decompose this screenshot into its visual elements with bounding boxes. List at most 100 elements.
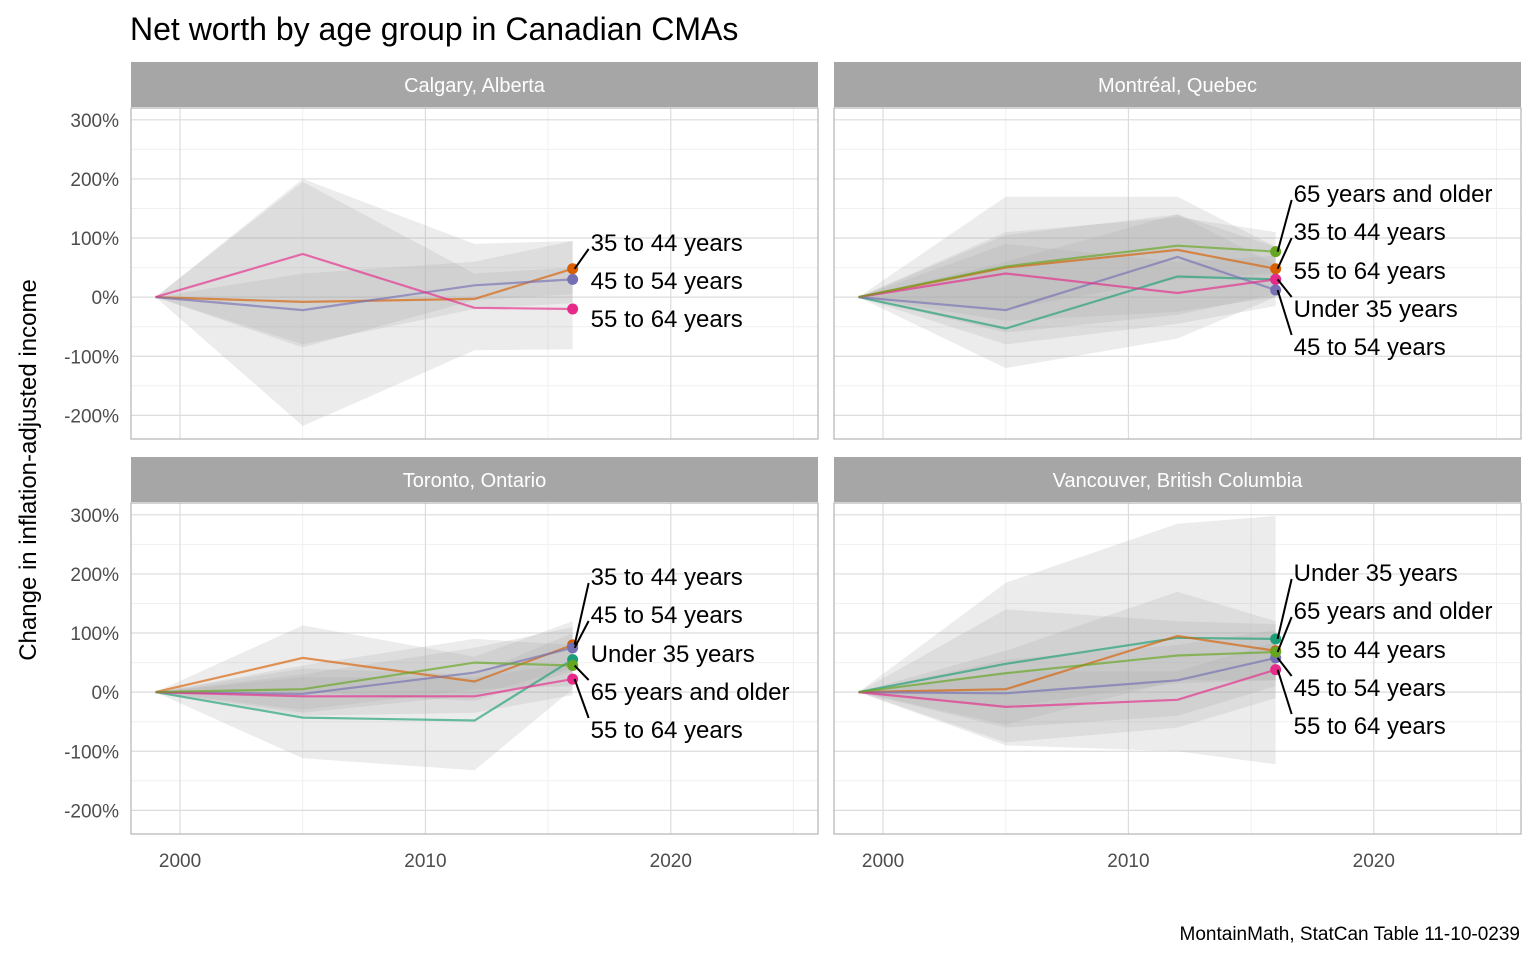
series-label: 65 years and older [1294, 181, 1493, 208]
label-leader [1276, 616, 1293, 653]
panel-background [834, 503, 1521, 834]
label-leader [1276, 278, 1293, 298]
line-65-years-and-older [858, 244, 1276, 299]
y-axis-label: Change in inflation-adjusted income [15, 279, 42, 661]
series-label: 55 to 64 years [1294, 258, 1446, 285]
panel-border [130, 502, 819, 835]
band-55-to-64-years [155, 662, 573, 716]
band-35-to-44-years [155, 241, 573, 345]
series-label: 45 to 54 years [1294, 675, 1446, 702]
y-tick-label: 100% [70, 624, 119, 645]
series-label: 65 years and older [591, 679, 790, 706]
band-under-35-years [155, 633, 573, 771]
line-65-years-and-older [155, 661, 573, 694]
panel-strip-label: Calgary, Alberta [404, 75, 546, 97]
series-label: 55 to 64 years [591, 306, 743, 333]
panel-background [834, 108, 1521, 439]
y-tick-label: 200% [70, 170, 119, 191]
series-label: 45 to 54 years [1294, 334, 1446, 361]
y-tick-label: 100% [70, 229, 119, 250]
label-leader [573, 620, 590, 649]
line-under-35-years [155, 658, 574, 722]
band-55-to-64-years [858, 641, 1276, 743]
label-leader [573, 248, 590, 270]
series-label: 35 to 44 years [1294, 637, 1446, 664]
line-45-to-54-years [155, 646, 573, 696]
y-tick-label: -200% [64, 406, 119, 427]
point-65-years-and-older [567, 660, 579, 672]
x-tick-label: 2000 [862, 851, 904, 872]
point-55-to-64-years [1270, 273, 1282, 285]
label-leader [573, 582, 590, 646]
band-35-to-44-years [858, 196, 1276, 333]
panel-background [131, 108, 818, 439]
series-label: 35 to 44 years [1294, 219, 1446, 246]
y-tick-label: 300% [70, 111, 119, 132]
panel-border [833, 107, 1522, 440]
series-label: 35 to 44 years [591, 230, 743, 257]
point-45-to-54-years [567, 273, 579, 285]
x-tick-label: 2020 [1353, 851, 1395, 872]
band-35-to-44-years [858, 591, 1276, 725]
panel-vancouver-british-columbia: Vancouver, British Columbia Under 35 year… [833, 457, 1522, 872]
label-leader [1276, 237, 1293, 270]
label-leader [1276, 669, 1293, 715]
panel-toronto-ontario: Toronto, Ontario 35 to 44 years 45 to 54 y… [64, 457, 819, 872]
line-55-to-64-years [858, 272, 1276, 299]
chart-caption: MontainMath, StatCan Table 11-10-0239 [1180, 924, 1520, 945]
band-45-to-54-years [155, 627, 573, 713]
line-45-to-54-years [155, 278, 573, 312]
panel-strip [131, 457, 818, 502]
line-35-to-44-years [858, 634, 1276, 694]
y-tick-label: 200% [70, 565, 119, 586]
line-45-to-54-years [858, 656, 1276, 695]
x-tick-label: 2010 [1107, 851, 1149, 872]
series-label: 55 to 64 years [1294, 713, 1446, 740]
panel-border [130, 107, 819, 440]
chart-title: Net worth by age group in Canadian CMAs [130, 11, 738, 47]
panel-strip [834, 457, 1521, 502]
series-label: 65 years and older [1294, 598, 1493, 625]
series-label: 55 to 64 years [591, 717, 743, 744]
y-tick-label: 0% [92, 683, 120, 704]
line-35-to-44-years [155, 267, 573, 304]
panel-strip [131, 62, 818, 107]
band-65-years-and-older [155, 638, 573, 710]
line-under-35-years [858, 275, 1276, 330]
line-under-35-years [858, 636, 1276, 694]
band-65-years-and-older [858, 609, 1276, 707]
panel-strip-label: Toronto, Ontario [403, 470, 546, 492]
y-tick-label: -200% [64, 801, 119, 822]
point-55-to-64-years [567, 303, 579, 315]
band-55-to-64-years [858, 243, 1276, 321]
y-tick-label: 0% [92, 288, 120, 309]
label-leader [1276, 199, 1293, 252]
panels-group: Calgary, Alberta 35 to 44 years 45 to 54 y… [64, 62, 1522, 872]
y-tick-label: 300% [70, 506, 119, 527]
panel-strip [834, 62, 1521, 107]
y-tick-label: -100% [64, 347, 119, 368]
series-label: 45 to 54 years [591, 602, 743, 629]
line-55-to-64-years [155, 678, 573, 698]
x-tick-label: 2020 [650, 851, 692, 872]
band-65-years-and-older [858, 217, 1276, 309]
line-55-to-64-years [155, 252, 573, 311]
series-label: 45 to 54 years [591, 268, 743, 295]
label-leader [1276, 289, 1293, 336]
panel-calgary-alberta: Calgary, Alberta 35 to 44 years 45 to 54 y… [64, 62, 819, 440]
panel-strip-label: Vancouver, British Columbia [1053, 470, 1304, 492]
series-label: Under 35 years [1294, 296, 1458, 323]
x-tick-label: 2010 [404, 851, 446, 872]
band-55-to-64-years [155, 181, 573, 426]
line-65-years-and-older [858, 650, 1276, 694]
label-leader [573, 664, 590, 681]
panel-montr-al-quebec: Montréal, Quebec 65 years and older 35 to … [833, 62, 1522, 440]
panel-border [833, 502, 1522, 835]
series-label: Under 35 years [1294, 560, 1458, 587]
label-leader [573, 678, 590, 719]
series-label: 35 to 44 years [591, 564, 743, 591]
x-tick-label: 2000 [159, 851, 201, 872]
y-tick-label: -100% [64, 742, 119, 763]
panel-strip-label: Montréal, Quebec [1098, 75, 1257, 97]
